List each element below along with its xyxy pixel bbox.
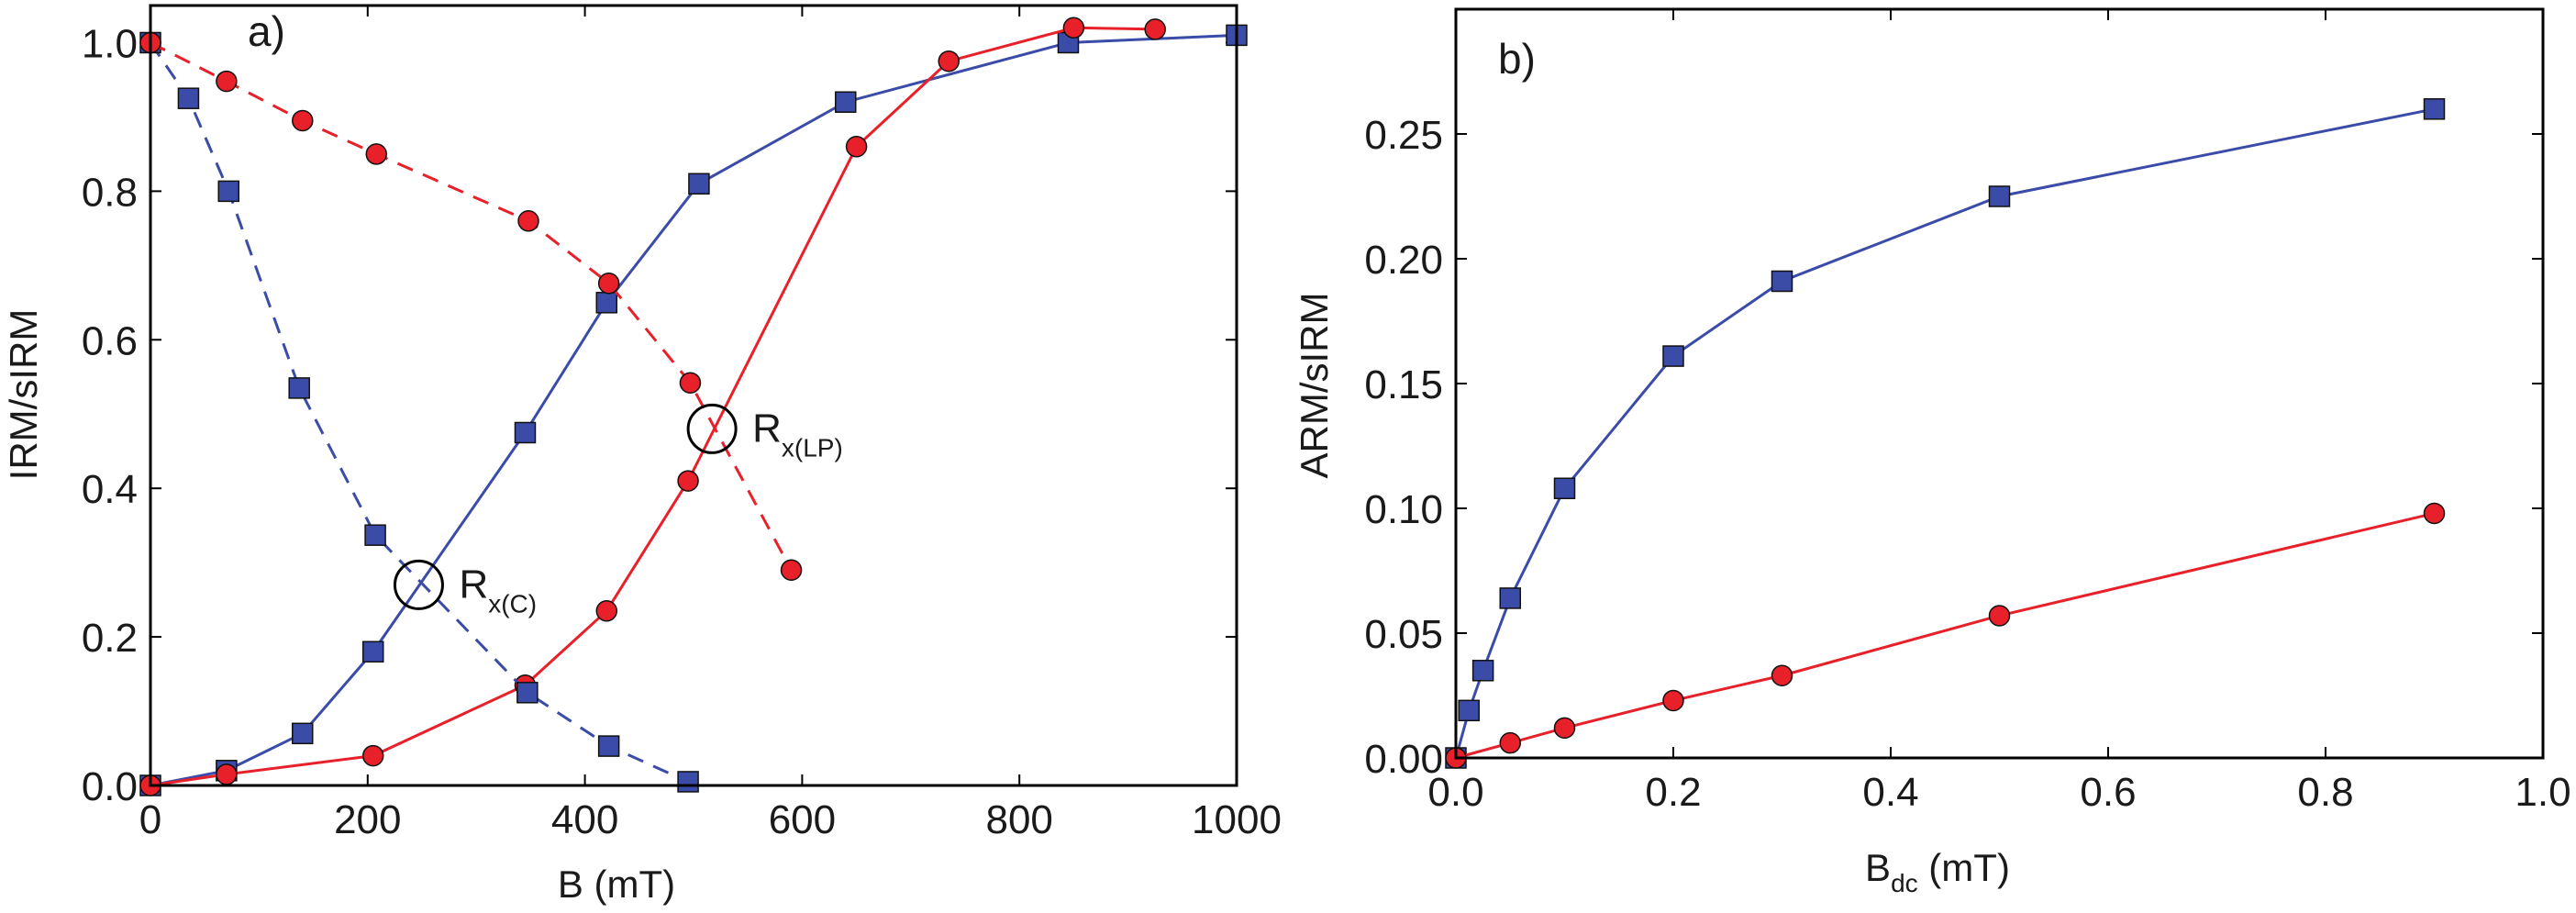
data-point-circle <box>595 600 618 622</box>
y-tick-label: 1.0 <box>82 21 138 66</box>
x-tick-label: 800 <box>985 797 1052 842</box>
data-point-square <box>1471 660 1494 682</box>
data-point-square <box>361 640 384 663</box>
data-point-circle <box>1662 689 1684 712</box>
x-tick-label: 600 <box>769 797 836 842</box>
crossover-annotation: Rx(C) <box>459 562 537 618</box>
panel-a-y-axis-label: IRM/sIRM <box>2 309 45 481</box>
x-tick-label: 0.0 <box>1427 770 1483 815</box>
series-line-blue-solid <box>150 33 1238 787</box>
x-tick-label: 0 <box>139 797 161 842</box>
data-point-circle <box>938 50 960 72</box>
data-point-circle <box>677 470 699 492</box>
crossover-annotation: Rx(LP) <box>752 406 843 462</box>
data-point-square <box>597 735 620 757</box>
data-point-square <box>288 377 310 399</box>
plot-frame <box>149 4 1238 787</box>
panel-b-y-axis-label: ARM/sIRM <box>1293 293 1336 479</box>
data-point-square <box>364 524 386 546</box>
x-tick-label: 0.2 <box>1645 770 1701 815</box>
x-tick-label: 0.6 <box>2080 770 2136 815</box>
y-tick-label: 0.2 <box>82 616 138 661</box>
x-tick-label: 0.8 <box>2297 770 2353 815</box>
x-tick-label: 1000 <box>1192 797 1282 842</box>
data-point-circle <box>1499 731 1521 754</box>
data-point-circle <box>780 559 803 581</box>
x-tick-label: 400 <box>551 797 618 842</box>
data-point-square <box>177 87 200 109</box>
data-point-square <box>1988 185 2011 207</box>
data-point-square <box>1662 345 1684 367</box>
y-tick-label: 0.0 <box>82 764 138 809</box>
series-line-red-dashed <box>150 41 793 571</box>
data-point-circle <box>216 70 238 93</box>
y-tick-label: 0.15 <box>1364 362 1443 407</box>
y-tick-label: 0.4 <box>82 467 138 512</box>
data-point-square <box>1499 587 1521 609</box>
data-point-circle <box>365 143 388 165</box>
data-point-circle <box>2423 502 2446 525</box>
crossover-circle-marker <box>686 403 738 454</box>
data-point-square <box>2423 98 2446 120</box>
data-point-circle <box>1988 605 2011 627</box>
data-point-square <box>292 722 314 745</box>
panel-a-irm-chart: a) B (mT) IRM/sIRM 0 200 400 600 800 1000 0.0 0… <box>2 4 1282 906</box>
data-point-circle <box>216 763 238 785</box>
x-tick-label: 0.4 <box>1862 770 1918 815</box>
data-point-square <box>677 771 699 793</box>
data-point-circle <box>1062 17 1085 39</box>
panel-a-x-axis-label: B (mT) <box>558 863 675 906</box>
series-line-blue-solid <box>1454 107 2435 759</box>
data-point-circle <box>1771 664 1793 686</box>
x-tick-label: 200 <box>334 797 401 842</box>
data-point-square <box>516 682 539 704</box>
data-point-square <box>217 180 239 203</box>
data-point-circle <box>361 744 384 767</box>
data-point-square <box>595 292 618 314</box>
data-point-square <box>514 421 537 444</box>
y-tick-label: 0.25 <box>1364 113 1443 158</box>
y-tick-label: 0.20 <box>1364 238 1443 283</box>
series-line-red-solid <box>1455 511 2435 760</box>
data-point-circle <box>1144 18 1166 40</box>
y-tick-label: 0.6 <box>82 318 138 363</box>
data-point-circle <box>1553 717 1576 740</box>
data-point-square <box>1458 699 1480 722</box>
data-point-circle <box>597 273 620 295</box>
data-point-circle <box>845 136 868 158</box>
y-tick-label: 0.05 <box>1364 612 1443 657</box>
plot-frame <box>1454 7 2545 760</box>
x-tick-label: 1.0 <box>2515 770 2570 815</box>
data-point-circle <box>517 210 539 232</box>
panel-b-x-axis-label: Bdc (mT) <box>1865 846 2010 897</box>
panel-a-label: a) <box>248 7 285 55</box>
data-point-square <box>835 91 857 113</box>
data-point-square <box>1553 477 1576 499</box>
data-point-circle <box>292 109 314 132</box>
data-point-square <box>688 173 710 195</box>
crossover-circle-marker <box>393 559 444 610</box>
y-tick-label: 0.10 <box>1364 487 1443 532</box>
series-line-blue-dashed <box>149 41 689 784</box>
data-point-circle <box>679 372 702 394</box>
data-point-square <box>1771 270 1793 293</box>
y-tick-label: 0.8 <box>82 170 138 215</box>
panel-b-label: b) <box>1498 35 1536 83</box>
series-line-red-solid <box>150 26 1156 787</box>
y-tick-label: 0.00 <box>1364 737 1443 782</box>
panel-b-arm-chart: b) Bdc (mT) ARM/sIRM 0.0 0.2 0.4 0.6 0.8 1.0 0… <box>1293 7 2571 897</box>
